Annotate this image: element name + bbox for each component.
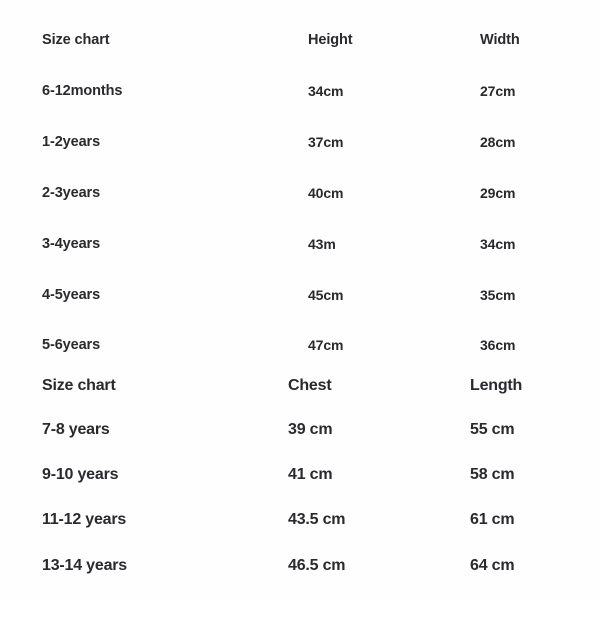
- cell-length: 58 cm: [470, 466, 515, 483]
- cell-height: 34cm: [308, 83, 344, 99]
- cell-chest: 46.5 cm: [288, 557, 346, 574]
- cell-width: 27cm: [480, 83, 516, 99]
- cell-chest: 41 cm: [288, 466, 333, 483]
- cell-height: 40cm: [308, 185, 344, 201]
- cell-width: 34cm: [480, 236, 516, 252]
- table-row-clipped: [0, 594, 600, 620]
- table-row: 5-6years 47cm 36cm: [0, 333, 600, 357]
- cell-size: 13-14 years: [42, 557, 127, 574]
- column-header-width: Width: [480, 32, 520, 48]
- table-row: 2-3years 40cm 29cm: [0, 181, 600, 205]
- cell-length: 55 cm: [470, 421, 515, 438]
- cell-width: 28cm: [480, 134, 516, 150]
- cell-size: 6-12months: [42, 83, 123, 99]
- cell-size: 4-5years: [42, 287, 101, 303]
- cell-length: 64 cm: [470, 557, 515, 574]
- cell-width: 29cm: [480, 185, 516, 201]
- column-header-size: Size chart: [42, 32, 110, 48]
- cell-length: 61 cm: [470, 511, 515, 528]
- table-row: 3-4years 43m 34cm: [0, 232, 600, 256]
- column-header-chest: Chest: [288, 377, 332, 394]
- cell-chest: 43.5 cm: [288, 511, 346, 528]
- cell-size: 7-8 years: [42, 421, 110, 438]
- cell-height: 37cm: [308, 134, 344, 150]
- cell-size: 3-4years: [42, 236, 101, 252]
- column-header-size: Size chart: [42, 377, 116, 394]
- cell-width: 35cm: [480, 287, 516, 303]
- table-row: 11-12 years 43.5 cm 61 cm: [0, 507, 600, 533]
- column-header-length: Length: [470, 377, 523, 394]
- column-header-height: Height: [308, 32, 353, 48]
- cell-size: 5-6years: [42, 337, 101, 353]
- cell-size: 11-12 years: [42, 511, 127, 528]
- cell-size: 1-2years: [42, 134, 101, 150]
- table-row: 9-10 years 41 cm 58 cm: [0, 462, 600, 488]
- table-row: 7-8 years 39 cm 55 cm: [0, 417, 600, 443]
- table-row: 13-14 years 46.5 cm 64 cm: [0, 553, 600, 579]
- cell-chest: 39 cm: [288, 421, 333, 438]
- cell-size: 9-10 years: [42, 466, 119, 483]
- table-row: 6-12months 34cm 27cm: [0, 79, 600, 103]
- size-chart-page: Size chart Height Width 6-12months 34cm …: [0, 28, 600, 579]
- cell-size: 2-3years: [42, 185, 101, 201]
- cell-width: 36cm: [480, 337, 516, 353]
- table-row: 4-5years 45cm 35cm: [0, 283, 600, 307]
- cell-height: 45cm: [308, 287, 344, 303]
- table-row: 1-2years 37cm 28cm: [0, 130, 600, 154]
- table-header-row: Size chart Height Width: [0, 28, 600, 52]
- cell-height: 43m: [308, 236, 336, 252]
- table-header-row: Size chart Chest Length: [0, 373, 600, 399]
- cell-height: 47cm: [308, 337, 344, 353]
